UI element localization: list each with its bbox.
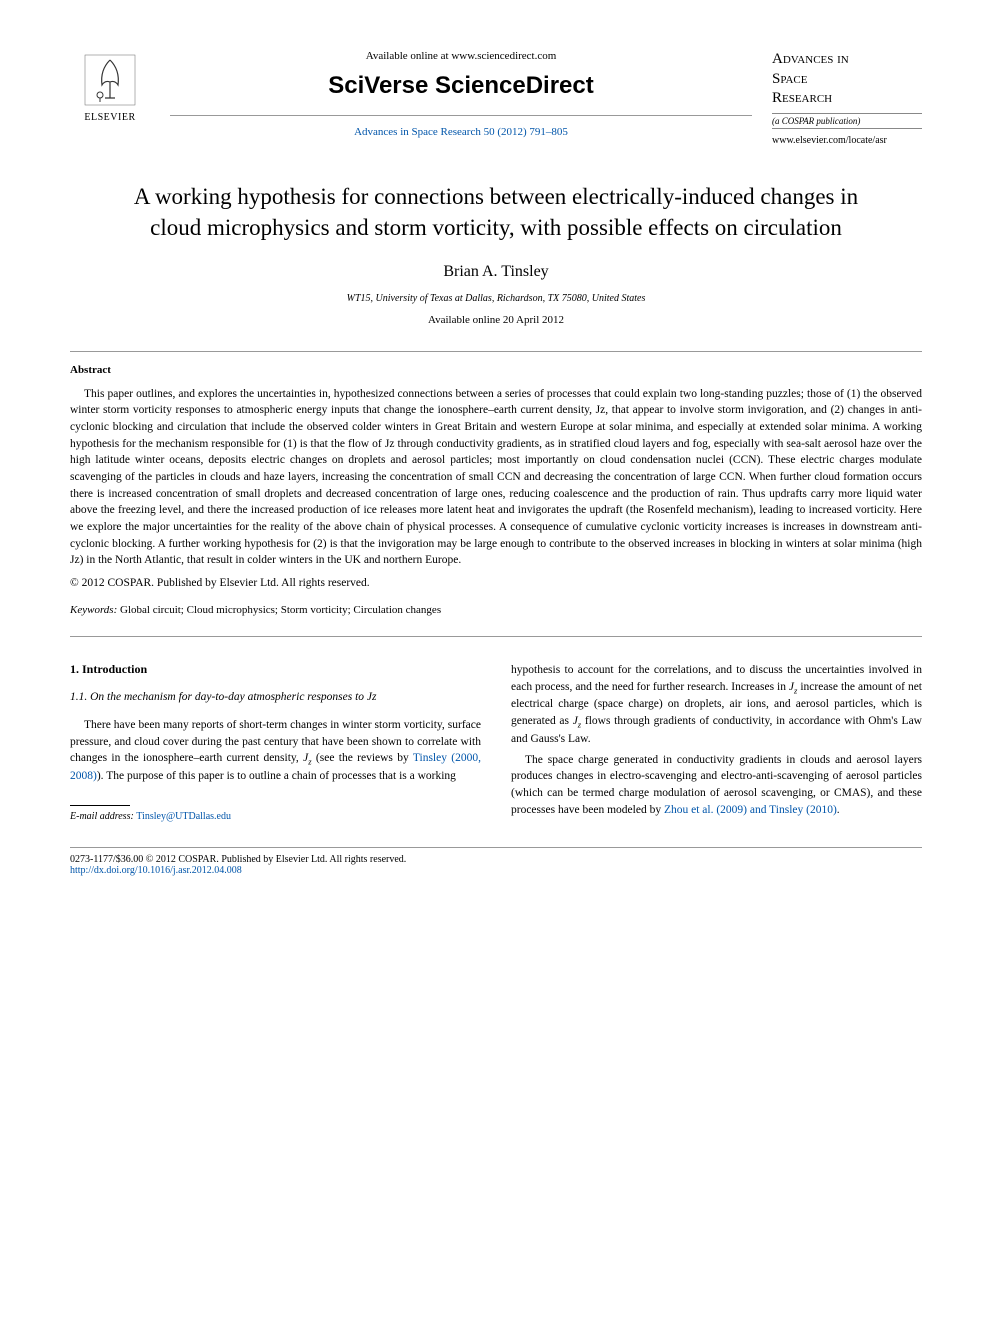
journal-name: Advances in Space Research <box>772 50 922 109</box>
footnote-email: E-mail address: Tinsley@UTDallas.edu <box>70 811 481 822</box>
section-1-heading: 1. Introduction <box>70 662 481 677</box>
article-title: A working hypothesis for connections bet… <box>110 181 882 243</box>
column-right: hypothesis to account for the correlatio… <box>511 662 922 822</box>
publication-date: Available online 20 April 2012 <box>70 314 922 326</box>
keywords-label: Keywords: <box>70 604 117 616</box>
elsevier-logo: ELSEVIER <box>70 50 150 123</box>
abstract-bottom-rule <box>70 636 922 637</box>
body-paragraph: There have been many reports of short-te… <box>70 717 481 785</box>
subsection-1-1-heading: 1.1. On the mechanism for day-to-day atm… <box>70 689 481 705</box>
keywords-line: Keywords: Global circuit; Cloud microphy… <box>70 604 922 616</box>
author-name: Brian A. Tinsley <box>70 263 922 281</box>
author-affiliation: WT15, University of Texas at Dallas, Ric… <box>70 293 922 304</box>
body-paragraph: hypothesis to account for the correlatio… <box>511 662 922 748</box>
copyright-line: © 2012 COSPAR. Published by Elsevier Ltd… <box>70 577 922 589</box>
journal-url[interactable]: www.elsevier.com/locate/asr <box>772 135 922 146</box>
column-left: 1. Introduction 1.1. On the mechanism fo… <box>70 662 481 822</box>
abstract-body: This paper outlines, and explores the un… <box>70 386 922 569</box>
elsevier-tree-icon <box>80 50 140 110</box>
keywords-values: Global circuit; Cloud microphysics; Stor… <box>117 604 441 616</box>
body-paragraph: The space charge generated in conductivi… <box>511 752 922 819</box>
elsevier-label: ELSEVIER <box>84 112 135 123</box>
doi-link[interactable]: http://dx.doi.org/10.1016/j.asr.2012.04.… <box>70 865 922 876</box>
page-header: ELSEVIER Available online at www.science… <box>70 50 922 146</box>
sciverse-brand: SciVerse ScienceDirect <box>170 72 752 100</box>
journal-reference[interactable]: Advances in Space Research 50 (2012) 791… <box>170 126 752 138</box>
footnote-rule <box>70 805 130 806</box>
email-link[interactable]: Tinsley@UTDallas.edu <box>136 811 231 822</box>
header-rule <box>170 115 752 116</box>
page-footer: 0273-1177/$36.00 © 2012 COSPAR. Publishe… <box>70 847 922 876</box>
abstract-heading: Abstract <box>70 364 922 376</box>
body-columns: 1. Introduction 1.1. On the mechanism fo… <box>70 662 922 822</box>
journal-box: Advances in Space Research (a COSPAR pub… <box>772 50 922 146</box>
header-center: Available online at www.sciencedirect.co… <box>150 50 772 138</box>
footer-copyright: 0273-1177/$36.00 © 2012 COSPAR. Publishe… <box>70 854 922 865</box>
cospar-label: (a COSPAR publication) <box>772 113 922 129</box>
available-online-text: Available online at www.sciencedirect.co… <box>170 50 752 62</box>
citation-link[interactable]: Zhou et al. (2009) and Tinsley (2010) <box>664 804 837 816</box>
